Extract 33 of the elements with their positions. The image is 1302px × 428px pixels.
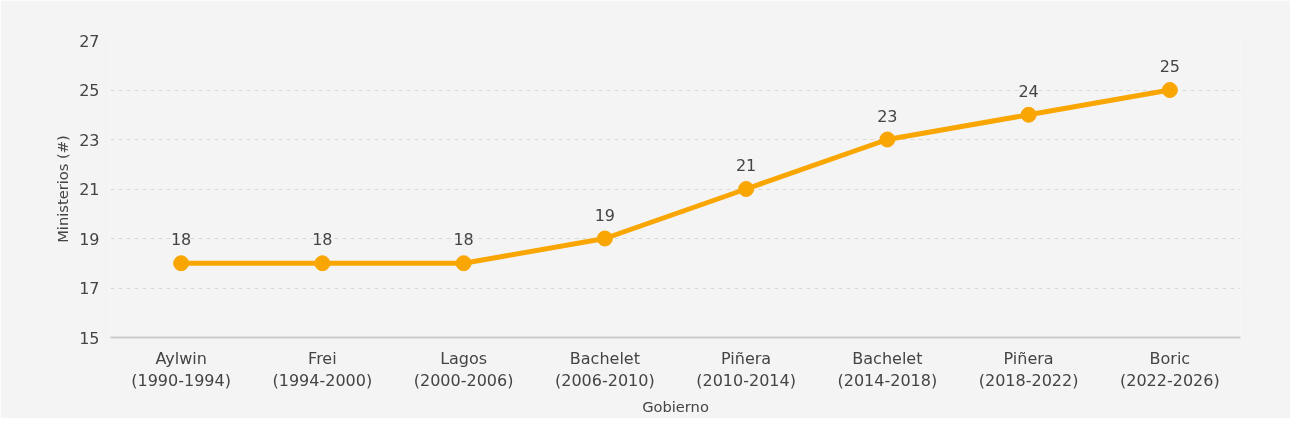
x-tick-label: Bachelet (2014-2018) <box>837 348 938 391</box>
data-label: 24 <box>1018 81 1039 101</box>
y-tick-label: 27 <box>79 31 100 51</box>
y-tick-label: 21 <box>79 180 100 199</box>
data-label: 18 <box>312 230 333 250</box>
point <box>879 131 896 148</box>
data-label: 25 <box>1159 57 1181 76</box>
data-label: 18 <box>453 230 474 250</box>
x-tick-label: Piñera (2010-2014) <box>696 348 796 391</box>
y-tick-label: 19 <box>79 229 100 249</box>
y-tick-label: 25 <box>79 81 100 100</box>
y-tick-label: 23 <box>79 130 100 150</box>
x-axis-title: Gobierno <box>642 398 709 416</box>
x-tick-label: Boric (2022-2026) <box>1120 348 1220 391</box>
x-tick-label: Piñera (2018-2022) <box>978 348 1079 391</box>
point <box>596 230 613 247</box>
point <box>1161 82 1178 98</box>
x-tick-label: Bachelet (2006-2010) <box>555 348 655 391</box>
point <box>455 255 472 272</box>
y-tick-label: 17 <box>79 279 100 298</box>
y-axis-title: Ministerios (#) <box>54 135 72 243</box>
point <box>314 255 331 272</box>
y-tick-label: 15 <box>79 328 100 348</box>
x-tick-label: Frei (1994-2000) <box>272 348 373 391</box>
data-label: 19 <box>594 205 616 225</box>
point <box>1020 106 1037 123</box>
x-tick-label: Aylwin (1990-1994) <box>131 348 231 391</box>
point <box>173 255 190 272</box>
point <box>738 181 755 197</box>
data-label: 18 <box>170 230 192 250</box>
x-tick-label: Lagos (2000-2006) <box>413 348 514 391</box>
data-label: 21 <box>735 156 757 175</box>
data-label: 23 <box>877 106 898 126</box>
